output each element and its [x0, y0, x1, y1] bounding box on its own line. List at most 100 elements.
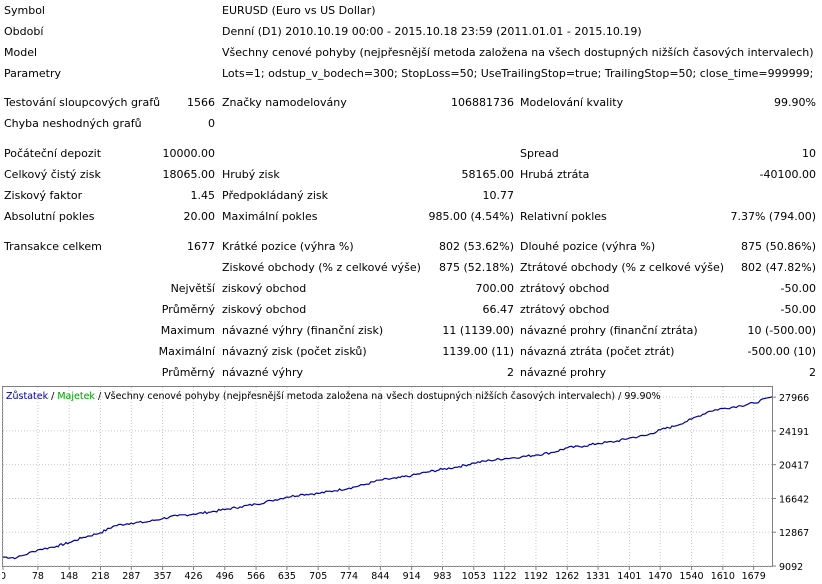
trades-row: Transakce celkem 1677 Krátké pozice (výh…	[0, 238, 822, 255]
chart-legend: Zůstatek / Majetek / Všechny cenové pohy…	[6, 391, 661, 402]
average-loss-label: ztrátový obchod	[520, 303, 610, 316]
x-tick-label: 1401	[617, 571, 641, 582]
max-cons-wins-label: návazné výhry (finanční zisk)	[222, 324, 384, 337]
x-axis: 0 78 148 218 287 357 426 496 566 635 705 774 844 914 9…	[2, 566, 766, 582]
chart-background	[2, 386, 773, 567]
y-tick-label: 9092	[779, 562, 803, 573]
legend-sep-3: /	[615, 391, 624, 402]
gross-loss-value: -40100.00	[759, 168, 816, 181]
rel-dd-value: 7.37% (794.00)	[730, 210, 816, 223]
abs-dd-label: Absolutní pokles	[4, 210, 95, 223]
params-row: Parametry Lots=1; odstup_v_bodech=300; S…	[0, 65, 822, 82]
x-tick-label: 1540	[679, 571, 703, 582]
profit-trades-value: 875 (52.18%)	[438, 261, 514, 274]
maximal-profit-value: 1139.00 (11)	[442, 345, 514, 358]
drawdown-row: Absolutní pokles 20.00 Maximální pokles …	[0, 208, 822, 225]
ticks-value: 106881736	[451, 96, 514, 109]
deposit-value: 10000.00	[162, 147, 216, 160]
legend-equity: Majetek	[57, 391, 95, 402]
maximal-loss-value: -500.00 (10)	[747, 345, 816, 358]
deposit-label: Počáteční depozit	[4, 147, 102, 160]
avg-wins-label: návazné výhry	[222, 366, 303, 379]
x-tick-label: 983	[433, 571, 451, 582]
short-value: 802 (53.62%)	[438, 240, 514, 253]
pf-value: 1.45	[190, 189, 216, 202]
largest-profit-value: 700.00	[475, 282, 515, 295]
net-value: 18065.00	[162, 168, 216, 181]
quality-label: Modelování kvality	[520, 96, 624, 109]
rel-dd-label: Relativní pokles	[520, 210, 607, 223]
long-label: Dlouhé pozice (výhra %)	[520, 240, 656, 253]
largest-profit-label: ziskový obchod	[222, 282, 307, 295]
maximal-row: Maximální návazný zisk (počet zisků) 113…	[0, 343, 822, 360]
maximal-label: Maximální	[158, 345, 215, 358]
abs-dd-value: 20.00	[183, 210, 216, 223]
x-tick-label: 357	[154, 571, 172, 582]
avg-losses-label: návazné prohry	[520, 366, 606, 379]
average-row: Průměrný ziskový obchod 66.47 ztrátový o…	[0, 301, 822, 318]
x-tick-label: 705	[309, 571, 327, 582]
long-value: 875 (50.86%)	[740, 240, 816, 253]
short-label: Krátké pozice (výhra %)	[222, 240, 354, 253]
x-tick-label: 1331	[586, 571, 610, 582]
x-tick-label: 1053	[462, 571, 486, 582]
loss-trades-label: Ztrátové obchody (% z celkové výše)	[520, 261, 725, 274]
average-label: Průměrný	[161, 303, 215, 316]
x-tick-label: 1679	[742, 571, 766, 582]
symbol-value: EURUSD (Euro vs US Dollar)	[222, 4, 376, 17]
spread-label: Spread	[520, 147, 559, 160]
legend-quality: 99.90%	[624, 391, 660, 402]
bars-value: 1566	[187, 96, 215, 109]
bars-row: Testování sloupcových grafů 1566 Značky …	[0, 94, 822, 111]
legend-sep-1: /	[48, 391, 57, 402]
quality-value: 99.90%	[774, 96, 816, 109]
legend-model: Všechny cenové pohyby (nejpřesnější meto…	[104, 391, 615, 402]
y-tick-label: 20417	[779, 461, 809, 472]
x-tick-label: 1192	[524, 571, 548, 582]
ticks-label: Značky namodelovány	[222, 96, 347, 109]
average-profit-label: ziskový obchod	[222, 303, 307, 316]
params-label: Parametry	[4, 67, 61, 80]
deposit-row: Počáteční depozit 10000.00 Spread 10	[0, 145, 822, 162]
x-tick-label: 218	[91, 571, 109, 582]
legend-balance: Zůstatek	[6, 391, 49, 402]
pf-row: Ziskový faktor 1.45 Předpokládaný zisk 1…	[0, 187, 822, 204]
largest-loss-label: ztrátový obchod	[520, 282, 610, 295]
y-tick-label: 24191	[779, 427, 809, 438]
trades-value: 1677	[187, 240, 215, 253]
largest-loss-value: -50.00	[780, 282, 816, 295]
largest-label: Největší	[170, 282, 215, 295]
y-tick-label: 16642	[779, 494, 809, 505]
max-cons-wins-value: 11 (1139.00)	[442, 324, 514, 337]
model-row: Model Všechny cenové pohyby (nejpřesnějš…	[0, 44, 822, 61]
period-label: Období	[4, 25, 44, 38]
chart-grid	[2, 387, 772, 567]
win-loss-row: Ziskové obchody (% z celkové výše) 875 (…	[0, 259, 822, 276]
x-tick-label: 1610	[711, 571, 735, 582]
balance-chart: 9092 12867 16642 20417 24191 27966 0 78 148 218 2…	[2, 386, 809, 582]
max-cons-losses-value: 10 (-500.00)	[747, 324, 816, 337]
mismatch-label: Chyba neshodných grafů	[4, 117, 142, 130]
maximal-profit-label: návazný zisk (počet zisků)	[222, 345, 367, 358]
pf-label: Ziskový faktor	[4, 189, 83, 202]
payoff-value: 10.77	[482, 189, 515, 202]
y-tick-label: 27966	[779, 393, 809, 404]
params-value: Lots=1; odstup_v_bodech=300; StopLoss=50…	[222, 67, 814, 80]
gross-profit-value: 58165.00	[461, 168, 515, 181]
x-tick-label: 844	[371, 571, 389, 582]
bars-label: Testování sloupcových grafů	[4, 96, 161, 109]
x-tick-label: 635	[278, 571, 296, 582]
maximum-label: Maximum	[160, 324, 215, 337]
x-tick-label: 0	[2, 571, 6, 582]
avg-wins-value: 2	[507, 366, 514, 379]
x-tick-label: 148	[60, 571, 78, 582]
symbol-label: Symbol	[4, 4, 45, 17]
x-tick-label: 914	[403, 571, 421, 582]
x-tick-label: 774	[340, 571, 358, 582]
gross-loss-label: Hrubá ztráta	[520, 168, 590, 181]
avg-consecutive-row: Průměrný návazné výhry 2 návazné prohry …	[0, 364, 822, 381]
average-profit-value: 66.47	[482, 303, 515, 316]
y-axis: 9092 12867 16642 20417 24191 27966	[772, 393, 809, 573]
net-label: Celkový čistý zisk	[4, 168, 101, 181]
mismatch-value: 0	[208, 117, 215, 130]
